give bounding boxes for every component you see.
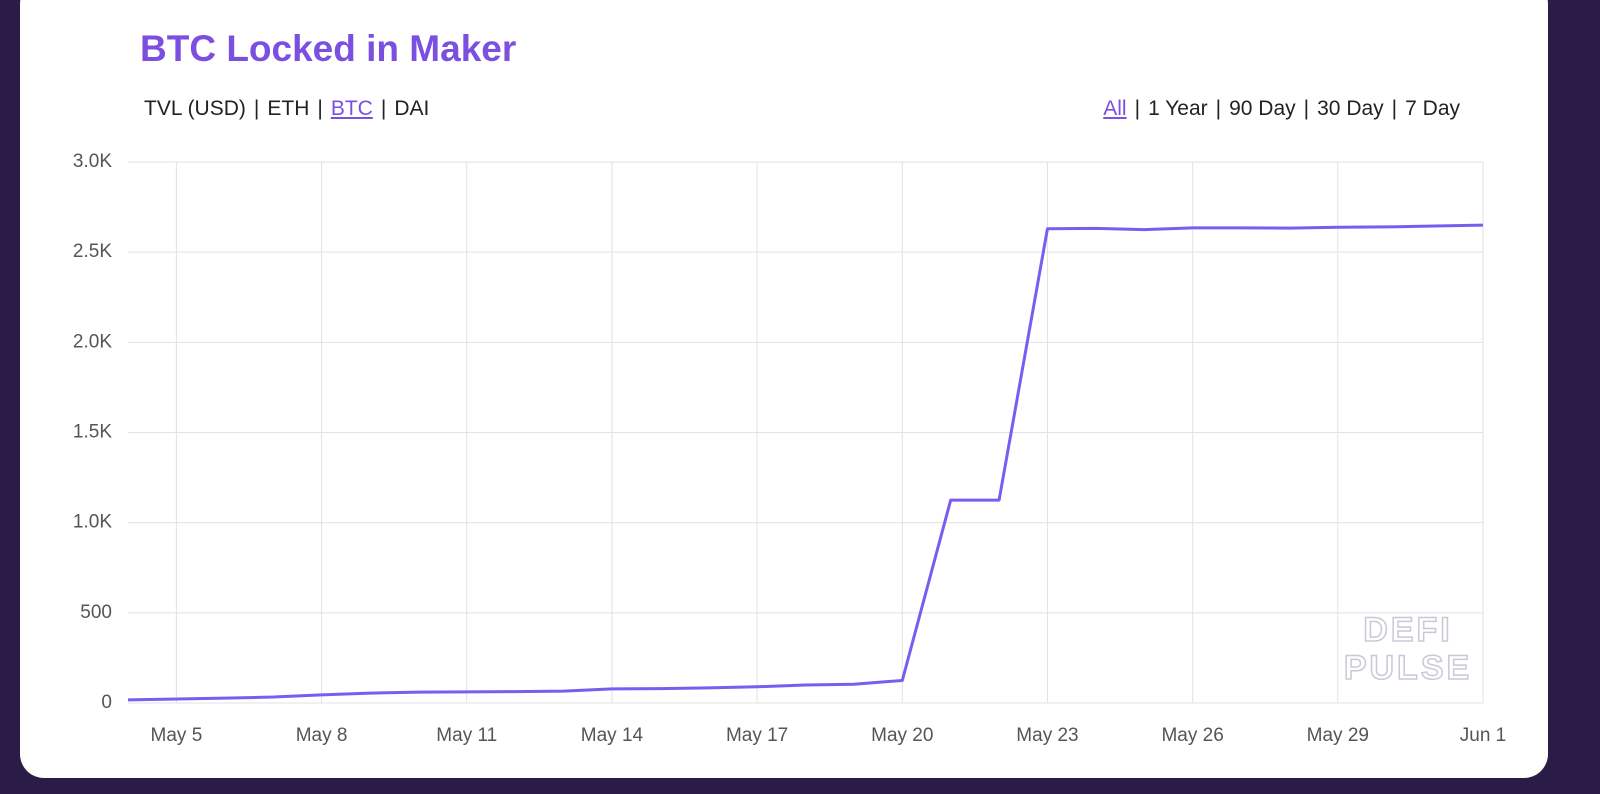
tab[interactable]: 1 Year [1148,97,1208,120]
y-tick-label: 1.5K [73,422,112,443]
tab[interactable]: BTC [330,97,373,120]
tab[interactable]: 90 Day [1229,97,1296,120]
tab[interactable]: 7 Day [1405,97,1460,120]
tab[interactable]: All [1103,97,1127,120]
y-tick-label: 1.0K [73,512,112,533]
series-line [127,223,1484,702]
watermark-text: PULSE [1344,649,1472,687]
x-tick-label: May 17 [726,725,788,746]
x-tick-label: May 8 [296,725,348,746]
x-tick-label: Jun 1 [1460,725,1506,746]
watermark-text: DEFI [1363,611,1452,649]
card [20,0,1548,778]
tab[interactable]: ETH [267,97,310,120]
separator: | [1215,97,1222,120]
x-tick-label: May 11 [436,725,497,746]
metric-tabs: TVL (USD) | ETH | BTC | DAI [140,97,433,121]
y-tick-label: 0 [101,692,112,713]
separator: | [1134,97,1141,120]
y-tick-label: 500 [80,602,112,623]
separator: | [317,97,323,120]
x-tick-label: May 29 [1307,725,1369,746]
y-tick-label: 2.0K [73,331,112,352]
y-tick-label: 3.0K [73,151,112,172]
tab[interactable]: TVL (USD) [144,97,246,120]
x-tick-label: May 26 [1161,725,1223,746]
separator: | [1303,97,1310,120]
chart-title: BTC Locked in Maker [140,28,517,69]
x-tick-label: May 23 [1016,725,1078,746]
separator: | [1391,97,1398,120]
x-tick-label: May 20 [871,725,933,746]
tab[interactable]: DAI [394,97,430,120]
separator: | [380,97,387,120]
tab[interactable]: 30 Day [1317,97,1384,120]
range-tabs: All | 1 Year | 90 Day | 30 Day | 7 Day [1099,97,1464,121]
x-tick-label: May 5 [151,725,203,746]
separator: | [253,97,260,120]
y-tick-label: 2.5K [73,241,112,262]
x-tick-label: May 14 [581,725,644,746]
